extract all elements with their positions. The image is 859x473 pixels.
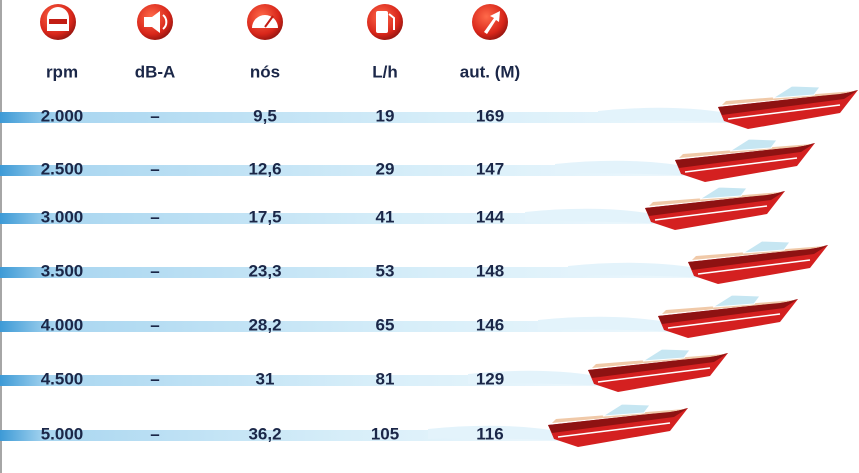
icon-rpm — [40, 4, 76, 40]
wake — [0, 321, 688, 332]
boat — [687, 240, 829, 285]
cell: – — [150, 315, 159, 334]
cell: 4.000 — [41, 315, 84, 334]
icon-speed — [247, 4, 283, 40]
wake — [0, 375, 618, 386]
column-header: nós — [250, 62, 280, 81]
cell: – — [150, 207, 159, 226]
cell: 105 — [371, 424, 399, 443]
wake-spray — [468, 370, 608, 386]
cell: – — [150, 159, 159, 178]
boat — [657, 294, 799, 339]
cell: 129 — [476, 369, 504, 388]
cell: 12,6 — [248, 159, 281, 178]
wake — [0, 267, 718, 278]
cell: 5.000 — [41, 424, 84, 443]
boat — [717, 85, 859, 130]
column-header: dB-A — [135, 62, 176, 81]
cell: 81 — [376, 369, 395, 388]
rows: 2.000 – 9,5 19 169 2.500 – 12,6 29 147 3.000 – 17,5 4… — [0, 85, 859, 448]
icon-fuel — [367, 4, 403, 40]
column-header: rpm — [46, 62, 78, 81]
boat — [587, 348, 729, 393]
cell: 147 — [476, 159, 504, 178]
cell: – — [150, 106, 159, 125]
cell: 3.000 — [41, 207, 84, 226]
cell: – — [150, 424, 159, 443]
wake — [0, 165, 705, 176]
boat — [547, 403, 689, 448]
cell: 4.500 — [41, 369, 84, 388]
column-header: L/h — [372, 62, 398, 81]
icon-range — [472, 4, 508, 40]
cell: 116 — [476, 424, 503, 443]
cell: – — [150, 369, 159, 388]
cell: 169 — [476, 106, 504, 125]
cell: 3.500 — [41, 261, 84, 280]
wake-spray — [598, 107, 738, 123]
wake-spray — [555, 160, 695, 176]
wake — [0, 213, 675, 224]
cell: 2.000 — [41, 106, 84, 125]
cell: 17,5 — [248, 207, 281, 226]
cell: 2.500 — [41, 159, 84, 178]
wake-spray — [428, 425, 568, 441]
wake — [0, 430, 578, 441]
cell: – — [150, 261, 159, 280]
cell: 36,2 — [248, 424, 281, 443]
boat — [644, 186, 786, 231]
wake — [0, 112, 748, 123]
wake-spray — [538, 316, 678, 332]
icon-sound — [137, 4, 173, 40]
wake-spray — [568, 262, 708, 278]
cell: 23,3 — [248, 261, 281, 280]
cell: 31 — [256, 369, 275, 388]
column-header: aut. (M) — [460, 62, 520, 81]
cell: 28,2 — [248, 315, 281, 334]
cell: 144 — [476, 207, 505, 226]
cell: 9,5 — [253, 106, 277, 125]
boat — [674, 138, 816, 183]
wake-spray — [525, 208, 665, 224]
cell: 41 — [376, 207, 395, 226]
cell: 148 — [476, 261, 504, 280]
cell: 29 — [376, 159, 395, 178]
cell: 19 — [376, 106, 395, 125]
cell: 65 — [376, 315, 395, 334]
cell: 146 — [476, 315, 504, 334]
cell: 53 — [376, 261, 395, 280]
